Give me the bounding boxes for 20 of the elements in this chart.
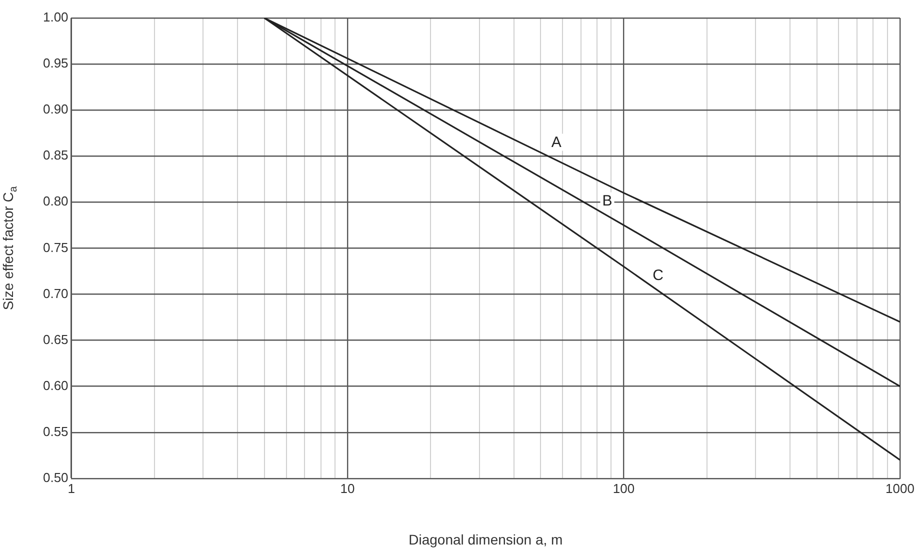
x-tick-label: 10 — [340, 480, 355, 496]
x-axis-title: Diagonal dimension a, m — [408, 531, 563, 548]
y-tick-label: 0.90 — [42, 102, 68, 117]
series-label: C — [652, 266, 664, 284]
x-tick-label: 1 — [68, 480, 75, 496]
y-tick-label: 0.80 — [42, 194, 68, 209]
x-tick-label: 100 — [612, 480, 635, 496]
series-label: A — [551, 134, 562, 151]
series-label: B — [602, 192, 612, 210]
x-tick-label: 1000 — [886, 480, 914, 496]
y-tick-label: 0.65 — [42, 332, 68, 347]
y-tick-label: 0.55 — [42, 424, 68, 439]
y-axis-title: Size effect factor Ca — [0, 186, 20, 310]
y-tick-label: 1.00 — [42, 10, 68, 25]
y-tick-label: 0.60 — [42, 378, 68, 393]
y-tick-label: 0.50 — [42, 470, 68, 485]
y-tick-label: 0.75 — [42, 240, 68, 255]
y-tick-label: 0.85 — [42, 148, 68, 163]
y-tick-label: 0.70 — [42, 286, 68, 301]
y-tick-label: 0.95 — [42, 56, 68, 71]
